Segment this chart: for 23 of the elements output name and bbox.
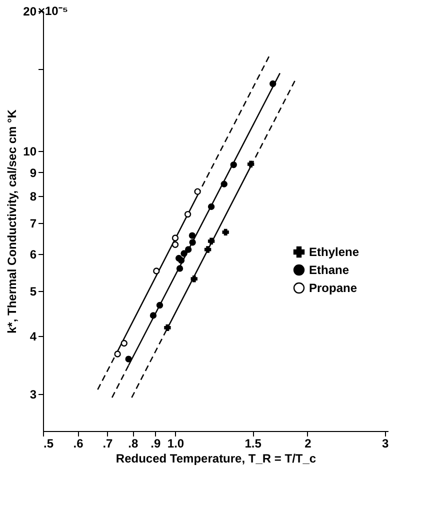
x-tick-label: .8 — [128, 436, 138, 450]
y-tick-label: 4 — [30, 330, 37, 344]
legend-label: Propane — [309, 281, 358, 295]
y-tick-label: 10 — [23, 144, 37, 158]
x-tick-label: .6 — [73, 436, 84, 450]
y-tick-label: 6 — [30, 248, 37, 262]
x-tick-label: .7 — [102, 436, 114, 450]
y-tick-label: 3 — [30, 388, 37, 402]
legend-label: Ethylene — [309, 245, 360, 259]
y-tick-label: 7 — [30, 216, 37, 231]
y-tick-label: 8 — [30, 190, 37, 204]
y-tick-label: 20 — [23, 4, 37, 18]
legend-label: Ethane — [309, 263, 350, 277]
x-tick-label: 1.0 — [167, 436, 184, 450]
x-axis-title: Reduced Temperature, T_R = T/T_c — [116, 452, 316, 466]
x-tick-label: 3 — [382, 436, 390, 450]
x-tick-label: .5 — [44, 436, 54, 450]
x-tick-label: 2 — [304, 436, 312, 450]
y-tick-label: 5 — [30, 284, 37, 298]
y-axis-title: k*, Thermal Conductivity, cal/sec cm °K — [5, 109, 20, 334]
x-tick-label: .9 — [150, 436, 161, 450]
x-tick-label: 1.5 — [244, 436, 262, 450]
y-tick-label: 9 — [30, 166, 37, 180]
